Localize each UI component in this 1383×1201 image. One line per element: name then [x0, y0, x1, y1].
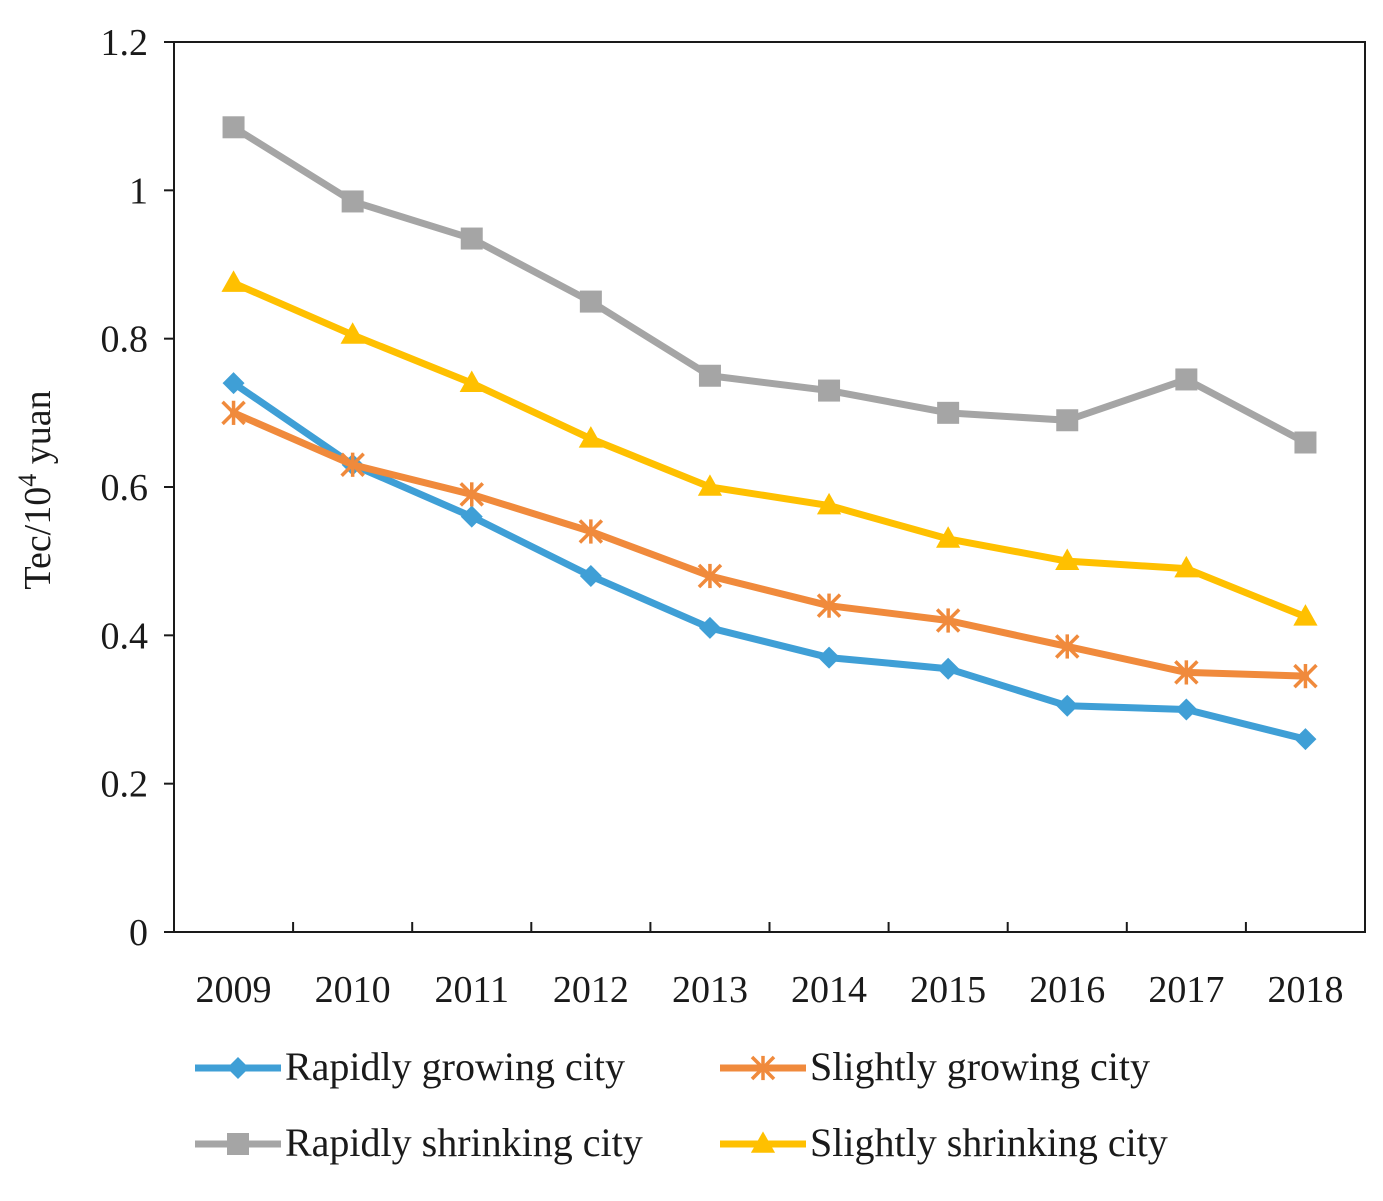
data-point [1293, 663, 1318, 689]
data-point [936, 526, 961, 548]
data-point [935, 608, 961, 633]
series-slightly-growing-city [221, 400, 1318, 689]
legend: Rapidly growing city Slightly growing cit… [195, 1044, 1168, 1165]
data-point [697, 474, 723, 496]
legend-swatch-marker [750, 1055, 776, 1081]
legend-label: Rapidly growing city [285, 1044, 625, 1089]
series-slightly-shrinking-city [221, 270, 1318, 626]
data-point [340, 322, 365, 344]
data-point [698, 364, 721, 387]
data-point [1056, 409, 1079, 432]
data-point [221, 400, 246, 426]
legend-swatch-marker [227, 1133, 249, 1155]
data-point [1055, 634, 1080, 659]
y-tick-label: 0.2 [101, 764, 149, 806]
data-point [222, 116, 245, 139]
plot-area [173, 41, 1366, 933]
y-axis-title-suffix: yuan [17, 390, 59, 473]
data-point [1293, 604, 1318, 626]
legend-item: Rapidly growing city [195, 1044, 625, 1089]
series-rapidly-growing-city [222, 372, 1317, 751]
data-point [579, 565, 602, 587]
data-point [459, 482, 484, 507]
legend-label: Rapidly shrinking city [285, 1120, 643, 1165]
series-line [230, 379, 1309, 743]
data-point [341, 190, 364, 213]
x-tick-label: 2015 [910, 969, 986, 1011]
data-point [818, 379, 841, 402]
series-line [230, 123, 1309, 446]
legend-swatch-marker [227, 1057, 249, 1079]
data-point [459, 370, 484, 392]
data-point [1056, 694, 1079, 717]
y-axis-title-superscript: 4 [13, 474, 42, 487]
data-point [460, 505, 483, 528]
x-tick-label: 2009 [196, 969, 272, 1011]
data-point [1294, 728, 1317, 751]
data-point [578, 519, 604, 544]
y-axis-title-main: Tec/10 [17, 487, 59, 590]
legend-label: Slightly shrinking city [810, 1120, 1168, 1165]
data-point [1174, 660, 1199, 685]
data-point [698, 616, 721, 639]
x-tick-label: 2018 [1267, 969, 1343, 1011]
series-rapidly-shrinking-city [222, 116, 1317, 454]
y-tick-label: 1.2 [101, 22, 149, 64]
x-tick-label: 2014 [791, 969, 867, 1011]
data-point [1174, 555, 1199, 578]
series-line [230, 409, 1309, 680]
data-point [816, 492, 842, 515]
series-layer [221, 116, 1318, 751]
data-point [697, 563, 723, 589]
data-point [1294, 431, 1317, 454]
data-point [222, 372, 245, 395]
legend-item: Slightly shrinking city [720, 1120, 1168, 1165]
x-tick-label: 2016 [1029, 969, 1105, 1011]
x-tick-label: 2011 [434, 969, 509, 1011]
data-point [1175, 368, 1198, 391]
series-line [230, 279, 1309, 621]
x-tick-label: 2010 [315, 969, 391, 1011]
data-point [937, 401, 960, 424]
data-point [221, 270, 246, 292]
x-tick-label: 2017 [1148, 969, 1224, 1011]
legend-item: Slightly growing city [720, 1044, 1150, 1089]
y-axis: 0 0.2 0.4 0.6 0.8 1 1.2 [101, 22, 174, 954]
data-point [1055, 548, 1080, 570]
x-axis: 2009 2010 2011 2012 2013 2014 2015 2016 2017 2018 [196, 922, 1343, 1011]
y-tick-label: 0.6 [101, 467, 149, 509]
data-point [816, 593, 842, 618]
data-point [937, 657, 960, 680]
legend-item: Rapidly shrinking city [195, 1120, 643, 1165]
x-tick-label: 2013 [672, 969, 748, 1011]
legend-swatch-marker [750, 1131, 776, 1153]
data-point [579, 290, 602, 313]
data-point [460, 227, 483, 250]
x-tick-label: 2012 [553, 969, 629, 1011]
y-tick-label: 0.4 [101, 615, 149, 657]
data-point [1175, 698, 1198, 721]
data-point [818, 646, 841, 669]
y-tick-label: 0.8 [101, 319, 149, 361]
y-tick-label: 1 [129, 170, 148, 212]
y-tick-label: 0 [129, 912, 148, 954]
y-axis-title: Tec/104 yuan [13, 390, 59, 589]
data-point [578, 426, 603, 448]
legend-label: Slightly growing city [810, 1044, 1150, 1089]
data-point [340, 452, 365, 477]
